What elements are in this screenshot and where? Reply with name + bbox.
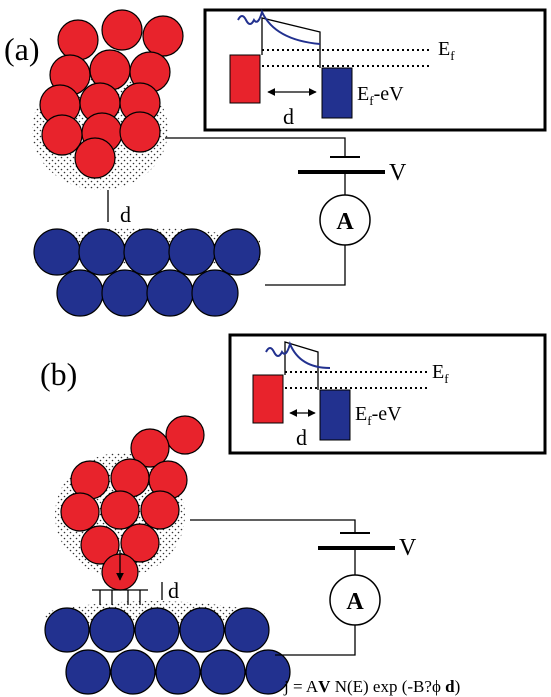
text-part: E xyxy=(432,361,444,383)
inset-gap-label: d xyxy=(296,425,307,450)
text-part: E xyxy=(438,38,450,60)
text-part: E xyxy=(355,403,367,425)
inset-gap-label: d xyxy=(283,104,294,129)
text-part: -eV xyxy=(372,403,403,425)
voltage-label: V xyxy=(399,535,417,561)
gap-label: d xyxy=(120,202,131,227)
gap-label: d xyxy=(168,578,179,603)
panel-b: (b) d Ef Ef-eV d V A xyxy=(40,335,545,694)
diagram: (a) d Ef Ef-eV d V A (b) xyxy=(0,0,551,697)
panel-label: (b) xyxy=(40,356,77,392)
panel-a: (a) d Ef Ef-eV d V A xyxy=(4,10,545,316)
voltage-label: V xyxy=(389,160,407,186)
panel-label: (a) xyxy=(4,31,40,67)
text-part: V xyxy=(318,677,331,696)
text-part: j = A xyxy=(283,677,319,696)
shifted-label: Ef-eV xyxy=(357,83,404,108)
surface-atoms xyxy=(34,229,260,316)
ammeter-label: A xyxy=(346,589,364,615)
text-part: E xyxy=(357,83,369,105)
shifted-label: Ef-eV xyxy=(355,403,402,428)
formula: j = AV N(E) exp (-B?ϕ d) xyxy=(283,677,460,696)
ammeter-label: A xyxy=(336,209,354,235)
text-part: f xyxy=(444,371,449,386)
inset: Ef Ef-eV d xyxy=(230,335,545,453)
surface-atoms xyxy=(45,608,290,694)
text-part: ) xyxy=(455,677,461,696)
inset: Ef Ef-eV d xyxy=(205,10,545,130)
text-part: f xyxy=(450,48,455,63)
text-part: ϕ xyxy=(432,677,441,696)
text-part: -eV xyxy=(374,83,405,105)
text-part: N(E) exp (-B? xyxy=(330,677,432,696)
